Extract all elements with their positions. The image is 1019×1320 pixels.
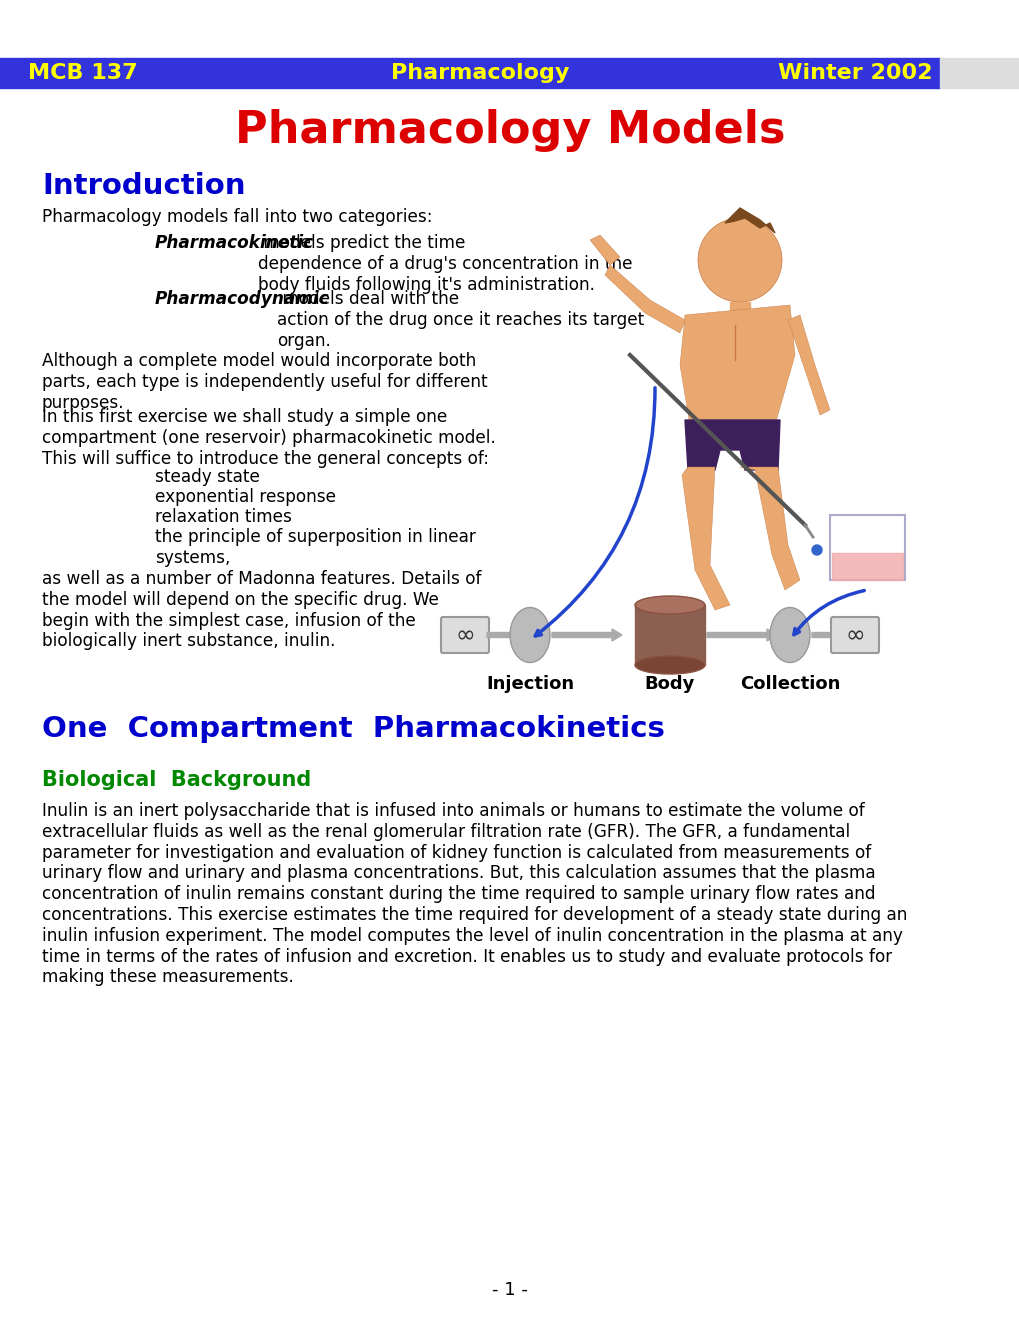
Polygon shape	[685, 420, 780, 470]
Text: Pharmacokinetic: Pharmacokinetic	[155, 234, 314, 252]
Bar	[940, 58, 1019, 88]
Polygon shape	[589, 235, 620, 265]
Circle shape	[697, 218, 782, 302]
Text: Winter 2002: Winter 2002	[777, 63, 931, 83]
Polygon shape	[725, 209, 774, 234]
Text: relaxation times: relaxation times	[155, 508, 291, 525]
Polygon shape	[604, 265, 685, 333]
Ellipse shape	[635, 597, 704, 614]
Text: Biological  Background: Biological Background	[42, 770, 311, 789]
Text: Body: Body	[644, 675, 695, 693]
Bar	[635, 605, 704, 665]
Text: ∞: ∞	[845, 623, 864, 647]
Text: Introduction: Introduction	[42, 172, 246, 201]
Text: steady state: steady state	[155, 469, 260, 486]
Ellipse shape	[635, 656, 704, 675]
FancyArrow shape	[486, 630, 531, 642]
Text: models predict the time
dependence of a drug's concentration in the
body fluids : models predict the time dependence of a …	[258, 234, 632, 293]
Text: as well as a number of Madonna features. Details of
the model will depend on the: as well as a number of Madonna features.…	[42, 570, 481, 651]
FancyBboxPatch shape	[440, 616, 488, 653]
Text: Although a complete model would incorporate both
parts, each type is independent: Although a complete model would incorpor…	[42, 352, 487, 412]
Text: Pharmacology models fall into two categories:: Pharmacology models fall into two catego…	[42, 209, 432, 226]
Bar	[730, 302, 749, 317]
Text: Injection: Injection	[485, 675, 574, 693]
Polygon shape	[682, 467, 730, 610]
Circle shape	[811, 545, 821, 554]
Bar	[0, 58, 940, 88]
Polygon shape	[680, 305, 794, 425]
Text: models deal with the
action of the drug once it reaches its target
organ.: models deal with the action of the drug …	[277, 290, 644, 350]
Text: MCB 137: MCB 137	[28, 63, 138, 83]
Bar	[829, 515, 904, 579]
Text: - 1 -: - 1 -	[491, 1280, 528, 1299]
Text: One  Compartment  Pharmacokinetics: One Compartment Pharmacokinetics	[42, 715, 664, 743]
Text: exponential response: exponential response	[155, 488, 335, 506]
Ellipse shape	[510, 607, 549, 663]
Text: ∞: ∞	[454, 623, 475, 647]
Bar	[832, 553, 902, 579]
FancyArrow shape	[706, 630, 776, 642]
Text: Pharmacology: Pharmacology	[390, 63, 569, 83]
Text: Pharmacology Models: Pharmacology Models	[234, 108, 785, 152]
FancyArrow shape	[551, 630, 622, 642]
Text: Collection: Collection	[739, 675, 840, 693]
Text: the principle of superposition in linear
systems,: the principle of superposition in linear…	[155, 528, 476, 566]
FancyArrow shape	[811, 630, 855, 642]
FancyBboxPatch shape	[830, 616, 878, 653]
Text: Inulin is an inert polysaccharide that is infused into animals or humans to esti: Inulin is an inert polysaccharide that i…	[42, 803, 907, 986]
Polygon shape	[788, 315, 829, 414]
Text: In this first exercise we shall study a simple one
compartment (one reservoir) p: In this first exercise we shall study a …	[42, 408, 495, 467]
Text: Pharmacodynamic: Pharmacodynamic	[155, 290, 329, 308]
Ellipse shape	[769, 607, 809, 663]
Polygon shape	[739, 467, 799, 590]
